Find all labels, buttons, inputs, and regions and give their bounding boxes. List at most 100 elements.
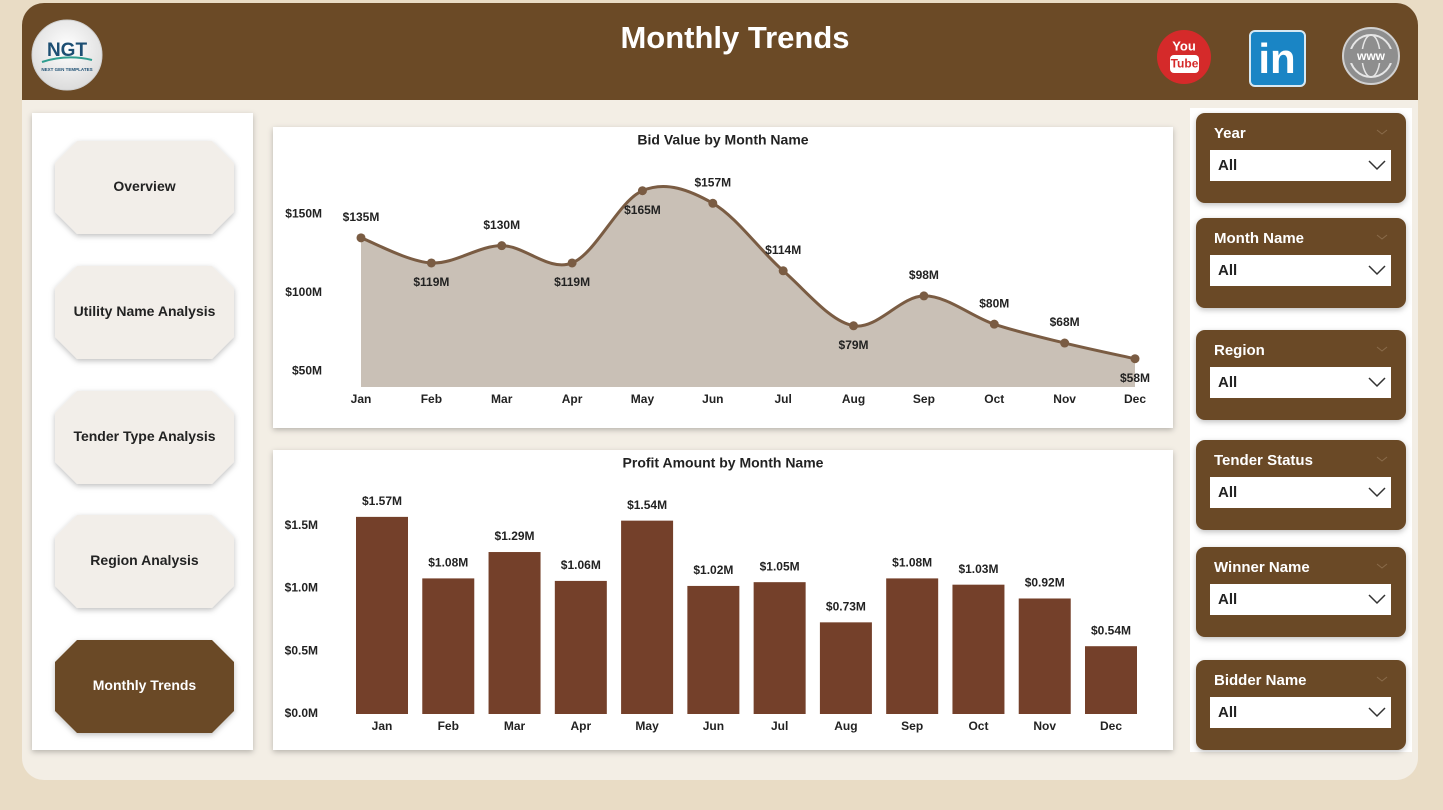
x-tick-label: Mar	[491, 392, 513, 406]
bar	[886, 578, 939, 714]
bar	[753, 582, 806, 714]
data-label: $114M	[765, 243, 801, 257]
x-tick-label: Dec	[1124, 392, 1146, 406]
data-label: $58M	[1120, 371, 1150, 385]
dropdown-arrow	[1368, 377, 1386, 388]
logo-text: NGT	[47, 40, 88, 61]
dropdown[interactable]	[1210, 584, 1391, 615]
point	[497, 241, 507, 251]
dropdown-value: All	[1218, 262, 1237, 279]
x-tick-label: Apr	[562, 392, 583, 406]
bar	[356, 516, 408, 714]
x-tick-label: Oct	[984, 392, 1004, 406]
nav-button[interactable]	[55, 391, 234, 484]
point	[567, 258, 577, 268]
data-label: $165M	[624, 203, 661, 217]
filter-label: Tender Status	[1214, 452, 1313, 469]
y-tick-label: $1.0M	[285, 581, 318, 595]
x-tick-label: Aug	[834, 719, 857, 733]
data-label: $135M	[343, 210, 380, 224]
data-label: $1.29M	[495, 529, 535, 543]
point	[637, 186, 647, 196]
x-tick-label: Jul	[775, 392, 792, 406]
dropdown[interactable]	[1210, 150, 1391, 181]
x-tick-label: Feb	[421, 392, 442, 406]
x-tick-label: Jul	[771, 719, 788, 733]
bar	[819, 622, 872, 714]
data-label: $119M	[413, 275, 449, 289]
dropdown[interactable]	[1210, 477, 1391, 508]
y-tick-label: $150M	[285, 206, 322, 220]
dropdown-value: All	[1218, 157, 1237, 174]
filter-collapse	[1376, 456, 1388, 462]
data-label: $0.73M	[826, 600, 866, 614]
data-label: $98M	[909, 268, 939, 282]
dropdown-value: All	[1218, 374, 1237, 391]
x-tick-label: May	[635, 719, 659, 733]
data-label: $0.54M	[1091, 623, 1131, 637]
globe-band	[1349, 49, 1393, 63]
point	[708, 198, 718, 208]
point	[919, 291, 929, 301]
bar	[554, 580, 607, 714]
data-label: $157M	[694, 175, 731, 189]
dropdown-value: All	[1218, 704, 1237, 721]
filter-panel	[1190, 108, 1412, 752]
x-tick-label: Dec	[1100, 719, 1122, 733]
x-tick-label: Feb	[438, 719, 459, 733]
data-label: $0.92M	[1025, 576, 1065, 590]
nav-button[interactable]	[55, 515, 234, 608]
x-tick-label: May	[631, 392, 655, 406]
data-label: $119M	[554, 275, 590, 289]
dropdown[interactable]	[1210, 255, 1391, 286]
data-label: $1.54M	[627, 498, 667, 512]
youtube-text: Tube	[1171, 57, 1199, 71]
y-tick-label: $0.0M	[285, 706, 318, 720]
point	[778, 266, 788, 276]
bar	[1018, 598, 1071, 714]
data-label: $1.57M	[362, 494, 402, 508]
x-tick-label: Jan	[372, 719, 393, 733]
logo-tagline: NEXT GEN TEMPLATES	[41, 67, 92, 72]
chart-title: Bid Value by Month Name	[637, 132, 808, 148]
nav-button[interactable]	[55, 266, 234, 359]
point	[1130, 354, 1140, 364]
point	[356, 233, 366, 243]
bar	[621, 520, 674, 714]
dropdown-arrow	[1368, 594, 1386, 605]
chart-title: Profit Amount by Month Name	[623, 455, 824, 471]
nav-label: Monthly Trends	[93, 677, 197, 693]
point	[849, 321, 859, 331]
linkedin-text: in	[1258, 35, 1295, 82]
bar	[1085, 646, 1137, 714]
data-label: $130M	[483, 218, 520, 232]
filter-label: Bidder Name	[1214, 672, 1307, 689]
y-tick-label: $1.5M	[285, 518, 318, 532]
filter-collapse	[1376, 676, 1388, 682]
bar	[952, 584, 1005, 714]
dropdown[interactable]	[1210, 697, 1391, 728]
filter-collapse	[1376, 563, 1388, 569]
filter-label: Winner Name	[1214, 559, 1310, 576]
x-tick-label: Sep	[913, 392, 935, 406]
data-label: $79M	[839, 338, 869, 352]
x-tick-label: Aug	[842, 392, 865, 406]
x-tick-label: Apr	[570, 719, 591, 733]
bar	[488, 552, 541, 714]
dropdown[interactable]	[1210, 367, 1391, 398]
nav-button[interactable]	[55, 640, 234, 733]
linkedin-icon[interactable]	[1249, 30, 1306, 87]
data-label: $80M	[979, 296, 1009, 310]
logo	[31, 19, 103, 91]
y-tick-label: $0.5M	[285, 643, 318, 657]
x-tick-label: Mar	[504, 719, 526, 733]
youtube-text: You	[1172, 38, 1196, 53]
data-label: $1.02M	[693, 563, 733, 577]
website-text: www	[1356, 49, 1386, 63]
filter-collapse	[1376, 346, 1388, 352]
data-label: $1.05M	[760, 559, 800, 573]
filter-label: Region	[1214, 342, 1265, 359]
nav-button[interactable]	[55, 141, 234, 234]
